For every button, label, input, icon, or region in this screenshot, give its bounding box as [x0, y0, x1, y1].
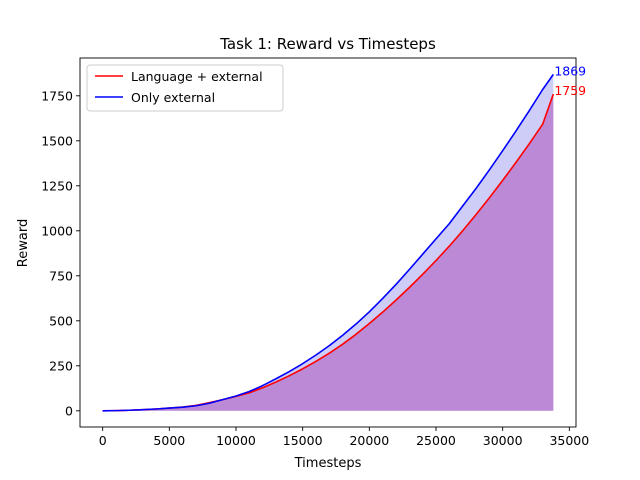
series-fill-language-external: [102, 94, 554, 411]
fill-layer: [102, 74, 554, 411]
x-axis: 0 5000 10000 15000 20000 25000 30000 35000: [99, 427, 589, 448]
line-layer: [102, 73, 555, 412]
x-axis-title: Timesteps: [294, 456, 362, 471]
plot-frame: [79, 57, 577, 428]
legend: Language + external Only external: [86, 64, 284, 112]
x-tick-label: 10000: [216, 433, 256, 448]
legend-box: [86, 64, 284, 112]
x-tick-label: 25000: [416, 433, 456, 448]
end-value-label: 1869: [554, 63, 586, 78]
x-tick-label: 30000: [483, 433, 523, 448]
y-tick-label: 1000: [41, 223, 73, 238]
y-axis: 0 250 500 750 1000 1250 1500 1750: [41, 88, 80, 418]
x-tick-label: 20000: [349, 433, 389, 448]
x-tick-label: 35000: [549, 433, 589, 448]
x-tick-label: 0: [99, 433, 107, 448]
x-tick-label: 5000: [153, 433, 185, 448]
end-value-label: 1759: [554, 83, 586, 98]
series-line-only-external: [102, 73, 554, 412]
y-axis-title: Reward: [16, 219, 31, 267]
end-labels: 1759 1869: [554, 63, 586, 98]
x-tick-label: 15000: [283, 433, 323, 448]
legend-label-only-external: Only external: [131, 90, 215, 105]
legend-label-language-external: Language + external: [131, 69, 263, 84]
y-tick-label: 1750: [41, 88, 73, 103]
y-tick-label: 500: [49, 313, 73, 328]
y-tick-label: 250: [49, 358, 73, 373]
y-tick-label: 0: [65, 403, 73, 418]
y-tick-label: 750: [49, 268, 73, 283]
y-tick-label: 1250: [41, 178, 73, 193]
y-tick-label: 1500: [41, 133, 73, 148]
chart-title: Task 1: Reward vs Timesteps: [219, 35, 436, 53]
